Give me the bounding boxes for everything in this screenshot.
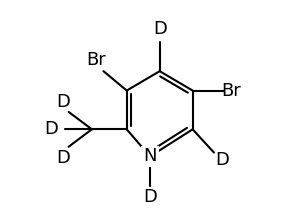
Text: D: D (215, 151, 229, 169)
Text: D: D (143, 188, 157, 206)
Text: Br: Br (221, 82, 241, 100)
Text: D: D (56, 93, 70, 111)
Text: Br: Br (86, 51, 106, 68)
Text: D: D (153, 19, 166, 38)
Text: N: N (143, 148, 157, 165)
Text: D: D (56, 149, 70, 167)
Text: D: D (44, 120, 58, 138)
